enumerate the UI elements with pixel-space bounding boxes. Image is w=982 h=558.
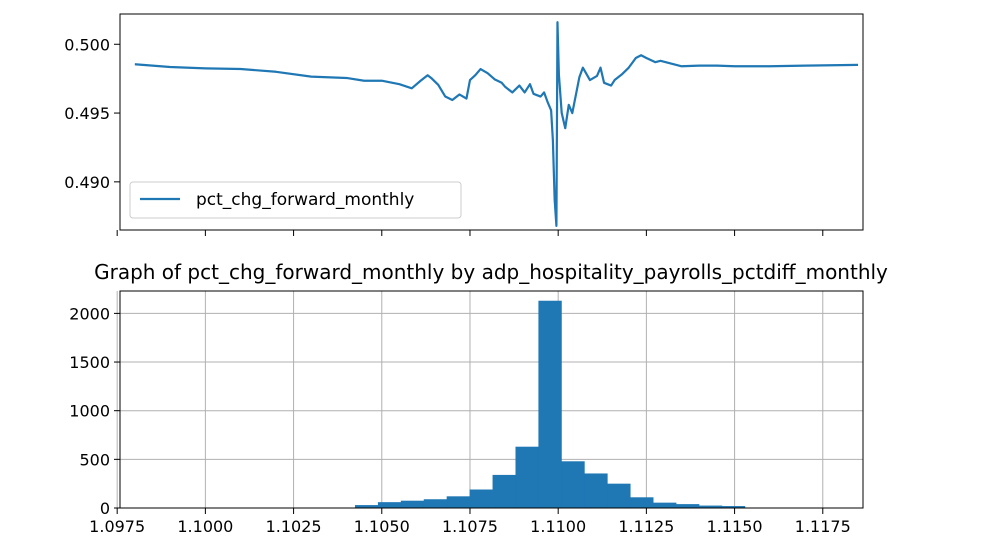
histogram-bar <box>538 301 561 508</box>
y-tick-label: 1000 <box>69 402 110 421</box>
histogram-bar <box>470 490 493 508</box>
legend: pct_chg_forward_monthly <box>130 182 461 218</box>
histogram-bar <box>676 504 699 508</box>
histogram-bar <box>561 461 584 508</box>
histogram-bar <box>424 499 447 508</box>
x-tick-label: 1.1025 <box>266 517 322 536</box>
x-tick-label: 1.1175 <box>795 517 851 536</box>
histogram-y-axis: 0 500 1000 1500 2000 <box>69 304 120 518</box>
x-tick-label: 1.1000 <box>177 517 233 536</box>
histogram-bar <box>401 501 424 508</box>
histogram-title: Graph of pct_chg_forward_monthly by adp_… <box>94 260 888 284</box>
y-tick-label: 0.495 <box>64 104 110 123</box>
histogram-frame <box>120 291 863 508</box>
x-tick-label: 1.0975 <box>89 517 145 536</box>
y-tick-label: 0 <box>100 499 110 518</box>
histogram-bar <box>515 447 538 508</box>
x-tick-label: 1.1150 <box>707 517 763 536</box>
line-chart-x-axis <box>117 230 823 236</box>
histogram-bar <box>653 503 676 508</box>
histogram-bar <box>447 496 470 508</box>
x-tick-label: 1.1075 <box>442 517 498 536</box>
y-tick-label: 0.500 <box>64 35 110 54</box>
line-chart-panel: 0.490 0.495 0.500 pct_chg_forward_monthly <box>64 14 863 236</box>
x-tick-label: 1.1050 <box>354 517 410 536</box>
histogram-bar <box>493 475 516 508</box>
histogram-panel: Graph of pct_chg_forward_monthly by adp_… <box>69 260 888 536</box>
histogram-bars <box>355 301 768 508</box>
y-tick-label: 2000 <box>69 304 110 323</box>
x-tick-label: 1.1100 <box>530 517 586 536</box>
y-tick-label: 500 <box>79 450 110 469</box>
histogram-bar <box>584 473 607 508</box>
x-tick-label: 1.1125 <box>618 517 674 536</box>
line-chart-y-axis: 0.490 0.495 0.500 <box>64 35 120 192</box>
histogram-bar <box>630 497 653 508</box>
y-tick-label: 1500 <box>69 353 110 372</box>
histogram-x-axis: 1.0975 1.1000 1.1025 1.1050 1.1075 1.1100 1.11… <box>89 508 851 536</box>
histogram-bar <box>378 502 401 508</box>
legend-label: pct_chg_forward_monthly <box>196 190 414 210</box>
histogram-bar <box>607 484 630 508</box>
y-tick-label: 0.490 <box>64 173 110 192</box>
histogram-grid <box>117 291 863 508</box>
